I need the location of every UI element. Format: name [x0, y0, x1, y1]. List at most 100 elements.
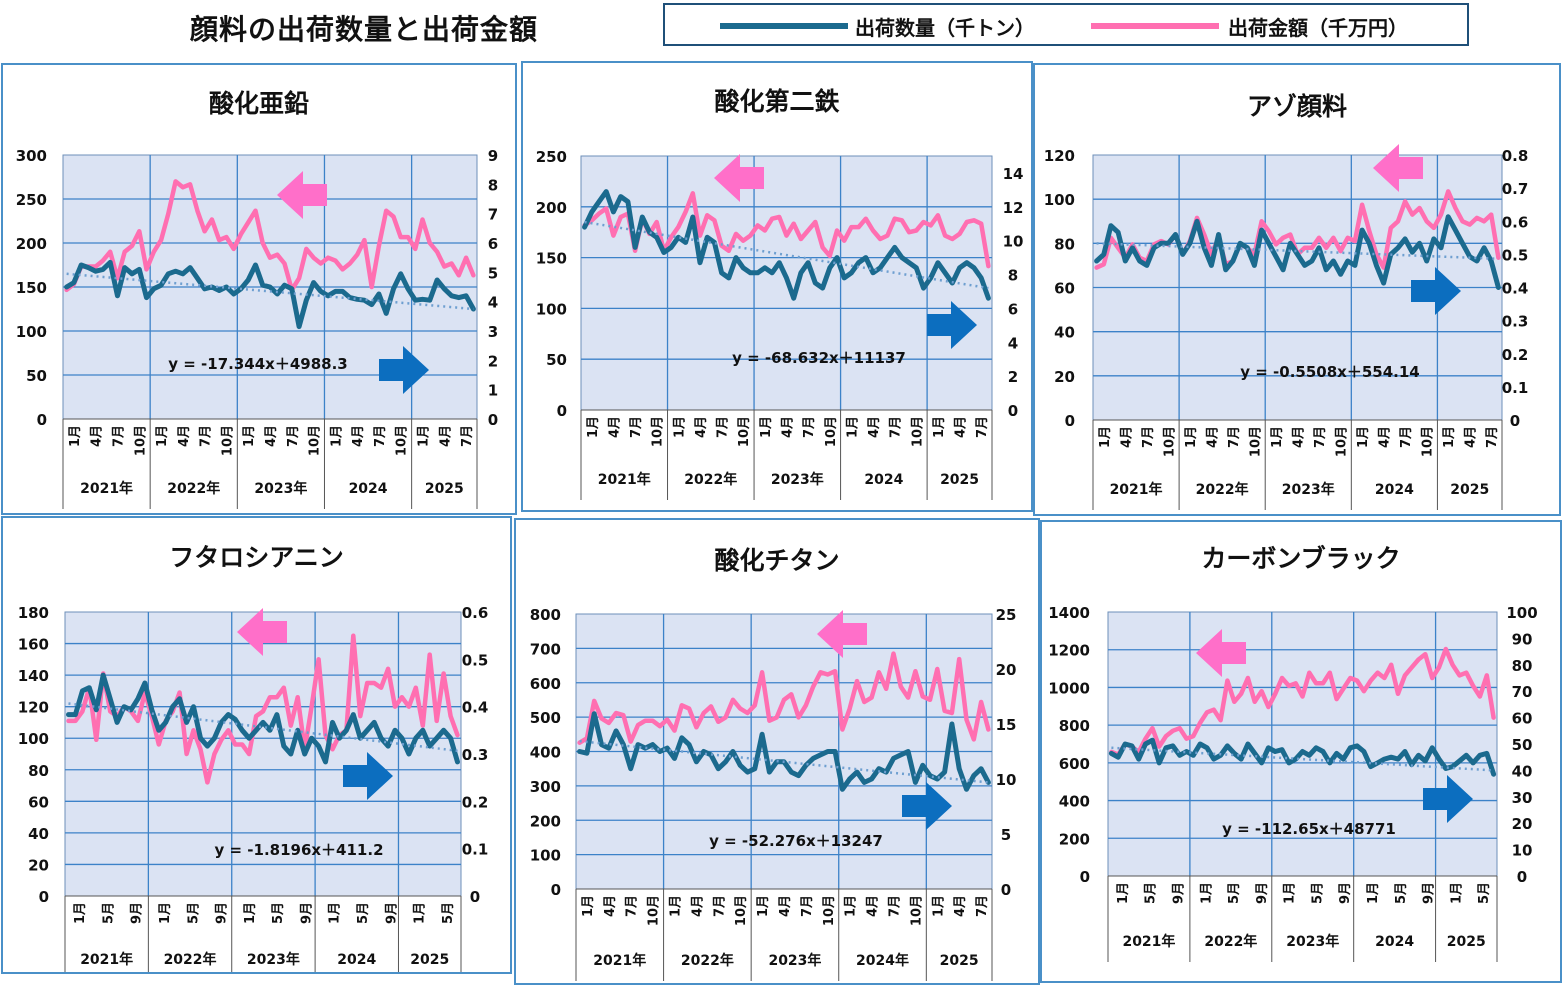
x-year-label: 2025 — [940, 953, 979, 969]
trend-line — [584, 220, 989, 290]
chart-panel-phthalocyanine: フタロシアニン 0 20 40 60 80 100 120 140 160 180 0 0.1 0.2 0.… — [1, 516, 512, 974]
legend-swatch-value — [1091, 23, 1219, 29]
y-right-tick-label: 8 — [1008, 267, 1018, 285]
y-right-tick-label: 10 — [1003, 233, 1024, 251]
trend-equation: y = -112.65x＋48771 — [1222, 820, 1396, 838]
x-month-label: 5月 — [1477, 882, 1492, 904]
chart-svg: 酸化亜鉛 0 50 100 150 200 250 300 0 1 2 3 4 5 6 7 8 9 1月 4月 7月 10… — [16, 89, 498, 509]
y-left-tick-label: 40 — [1054, 324, 1075, 342]
y-left-tick-label: 500 — [530, 709, 561, 727]
y-right-tick-label: 0.8 — [1502, 147, 1529, 165]
y-right-tick-label: 0.7 — [1502, 180, 1529, 198]
y-left-tick-label: 150 — [16, 279, 47, 297]
x-month-label: 10月 — [909, 895, 924, 926]
x-month-label: 1月 — [1449, 882, 1464, 904]
arrow-right-icon — [1423, 775, 1473, 823]
x-year-label: 2023年 — [254, 480, 307, 497]
series-line-quantity — [66, 672, 460, 765]
y-right-tick-label: 90 — [1512, 630, 1533, 648]
y-right-tick-label: 4 — [488, 294, 498, 312]
y-left-tick-label: 1400 — [1048, 604, 1090, 622]
x-month-label: 1月 — [1283, 882, 1298, 904]
x-month-label: 5月 — [186, 902, 201, 924]
y-right-tick-label: 15 — [996, 716, 1017, 734]
x-year-label: 2022年 — [167, 480, 220, 497]
x-month-label: 7月 — [889, 416, 904, 438]
x-month-label: 10月 — [1421, 426, 1436, 457]
x-month-label: 10月 — [734, 895, 749, 926]
y-left-tick-label: 50 — [546, 351, 567, 369]
x-month-label: 7月 — [1485, 426, 1500, 448]
x-month-label: 1月 — [1442, 426, 1457, 448]
legend-swatch-quantity — [720, 23, 848, 29]
x-month-label: 9月 — [215, 902, 230, 924]
chart-title: カーボンブラック — [1201, 544, 1400, 573]
y-left-tick-label: 80 — [1054, 235, 1075, 253]
y-left-tick-label: 600 — [1059, 755, 1090, 773]
y-right-tick-label: 6 — [1008, 300, 1018, 318]
chart-title: フタロシアニン — [169, 543, 344, 572]
x-month-label: 1月 — [932, 416, 947, 438]
x-month-label: 9月 — [1171, 882, 1186, 904]
x-month-label: 4月 — [264, 425, 279, 447]
x-month-label: 10月 — [910, 416, 925, 447]
y-left-tick-label: 150 — [536, 250, 567, 268]
x-month-label: 5月 — [1310, 882, 1325, 904]
y-right-tick-label: 5 — [488, 264, 498, 282]
x-month-label: 7月 — [1141, 426, 1156, 448]
x-month-label: 4月 — [690, 895, 705, 917]
y-right-tick-label: 0.3 — [462, 746, 489, 764]
y-left-tick-label: 140 — [18, 667, 49, 685]
legend-box: 出荷数量（千トン） 出荷金額（千万円） — [663, 3, 1469, 46]
arrow-left-icon — [237, 608, 287, 656]
x-year-label: 2025 — [425, 481, 464, 497]
x-month-label: 7月 — [199, 425, 214, 447]
x-year-label: 2024 — [1375, 934, 1414, 950]
x-month-label: 10月 — [395, 425, 410, 456]
y-right-tick-label: 0.1 — [462, 841, 489, 859]
y-left-tick-label: 200 — [1059, 830, 1090, 848]
trend-equation: y = -17.344x＋4988.3 — [168, 355, 347, 373]
x-month-label: 7月 — [111, 425, 126, 447]
y-right-tick-label: 0.2 — [1502, 346, 1529, 364]
x-month-label: 5月 — [1144, 882, 1159, 904]
x-year-label: 2022年 — [1204, 933, 1257, 950]
chart-svg: 酸化第二鉄 0 50 100 150 200 250 0 2 4 6 8 10 12 14 1月 4月 7月 10月… — [536, 87, 1024, 500]
chart-svg: アゾ顔料 0 20 40 60 80 100 120 0 0.1 0.2 0.3 0.4 0.5 0.6 0.… — [1044, 92, 1529, 510]
x-month-label: 1月 — [1270, 426, 1285, 448]
chart-panel-titanium-oxide: 酸化チタン 0 100 200 300 400 500 600 700 800 0 5 10 15 20 25… — [514, 518, 1040, 985]
y-right-tick-label: 0 — [1517, 868, 1527, 886]
x-year-label: 2025 — [410, 952, 449, 968]
y-left-tick-label: 0 — [39, 888, 49, 906]
x-month-label: 1月 — [586, 416, 601, 438]
y-left-tick-label: 400 — [1059, 793, 1090, 811]
x-month-label: 1月 — [155, 425, 170, 447]
x-month-label: 1月 — [1098, 426, 1113, 448]
chart-panel-azo-pigment: アゾ顔料 0 20 40 60 80 100 120 0 0.1 0.2 0.3 0.4 0.5 0.6 0.… — [1033, 63, 1561, 516]
arrow-right-icon — [379, 346, 429, 394]
y-left-tick-label: 200 — [536, 199, 567, 217]
x-month-label: 1月 — [1184, 426, 1199, 448]
arrow-right-icon — [902, 782, 952, 830]
x-month-label: 1月 — [158, 902, 173, 924]
x-year-label: 2021年 — [80, 951, 133, 968]
x-month-label: 1月 — [672, 416, 687, 438]
trend-equation: y = -1.8196x＋411.2 — [214, 841, 383, 859]
arrow-right-icon — [1411, 267, 1461, 315]
y-right-tick-label: 0 — [1008, 402, 1018, 420]
y-left-tick-label: 60 — [1054, 280, 1075, 298]
x-month-label: 10月 — [1335, 426, 1350, 457]
y-right-tick-label: 20 — [996, 661, 1017, 679]
x-year-label: 2021年 — [80, 480, 133, 497]
y-right-tick-label: 0.5 — [1502, 246, 1529, 264]
y-left-tick-label: 180 — [18, 604, 49, 622]
trend-line — [579, 739, 989, 784]
chart-panel-zinc-oxide: 酸化亜鉛 0 50 100 150 200 250 300 0 1 2 3 4 5 6 7 8 9 1月 4月 7月 10… — [1, 63, 517, 515]
x-month-label: 7月 — [887, 895, 902, 917]
x-month-label: 1月 — [329, 425, 344, 447]
y-left-tick-label: 250 — [536, 148, 567, 166]
x-year-label: 2021年 — [1110, 481, 1163, 498]
x-month-label: 1月 — [73, 902, 88, 924]
x-month-label: 7月 — [1399, 426, 1414, 448]
y-right-tick-label: 10 — [996, 771, 1017, 789]
